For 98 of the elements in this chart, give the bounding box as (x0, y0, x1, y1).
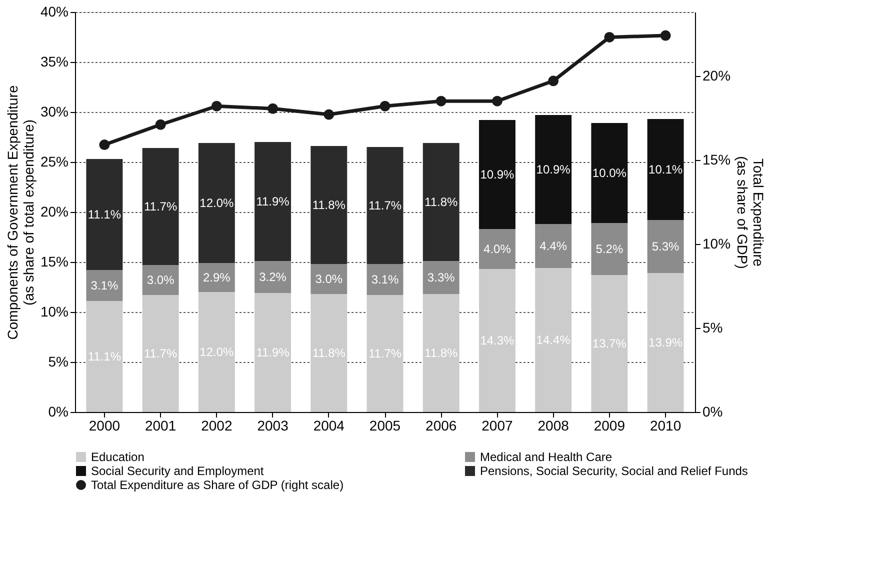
legend-label: Education (91, 450, 144, 464)
point (604, 32, 615, 42)
point (324, 109, 334, 120)
data-label: 3.3% (427, 270, 456, 284)
bar (647, 273, 684, 412)
y-tick-label: 0% (48, 404, 68, 420)
bar (591, 275, 628, 412)
y-tick-label: 30% (40, 104, 68, 120)
y2-tick-label: 20% (702, 67, 731, 84)
legend-label: Social Security and Employment (91, 464, 264, 478)
x-tick-label: 2007 (482, 418, 513, 434)
data-label: 3.0% (315, 272, 343, 286)
point (548, 76, 559, 86)
x-tick-label: 2002 (201, 418, 232, 434)
point (380, 100, 390, 112)
bar (366, 295, 404, 412)
y2-tick-label: 15% (702, 151, 731, 168)
point (211, 100, 222, 112)
bar (366, 147, 404, 264)
point (268, 103, 278, 114)
bar (422, 294, 460, 412)
data-label: 4.0% (484, 242, 512, 256)
data-label: 3.0% (146, 273, 175, 287)
bar (142, 148, 179, 265)
point (436, 96, 446, 106)
bar (142, 265, 179, 295)
bar (478, 229, 516, 269)
y2-tick-label: 5% (702, 319, 723, 336)
data-label: 5.2% (596, 242, 624, 256)
data-label: 12.0% (200, 196, 234, 210)
bar (591, 223, 628, 275)
x-tick-label: 2009 (594, 418, 626, 434)
data-label: 11.1% (88, 208, 122, 222)
bar (254, 142, 292, 261)
data-label: 11.7% (368, 198, 402, 212)
data-label: 4.4% (540, 239, 568, 253)
data-label: 10.9% (480, 168, 515, 182)
bar (422, 143, 460, 261)
bar (310, 264, 348, 294)
bar (142, 295, 179, 412)
x-tick-label: 2010 (650, 418, 682, 434)
x-tick-label: 2006 (426, 418, 457, 434)
data-label: 11.7% (144, 200, 178, 214)
bar (535, 268, 572, 412)
x-tick-label: 2001 (144, 418, 176, 434)
y-tick-label: 20% (40, 204, 68, 220)
legend-label: Pensions, Social Security, Social and Relief Funds (480, 464, 748, 478)
bar (647, 119, 684, 220)
data-label: 3.1% (371, 272, 399, 286)
legend-label: Medical and Health Care (480, 450, 612, 464)
y-tick-label: 10% (40, 304, 68, 320)
bar (366, 264, 404, 295)
x-tick-label: 2008 (538, 418, 570, 434)
data-label: 11.9% (256, 194, 290, 208)
data-label: 11.8% (424, 195, 458, 209)
bar (535, 224, 572, 268)
x-tick-label: 2004 (313, 418, 345, 434)
data-label: 3.1% (90, 278, 118, 292)
bar (86, 159, 123, 270)
x-tick-label: 2003 (257, 418, 289, 434)
data-label: 5.3% (652, 240, 680, 254)
data-label: 11.8% (312, 198, 346, 212)
data-label: 10.9% (536, 162, 571, 176)
bar (254, 261, 292, 293)
point (155, 119, 166, 130)
legend-label: Total Expenditure as Share of GDP (right scale) (91, 478, 344, 492)
bar (310, 294, 348, 412)
x-tick-label: 2000 (88, 418, 120, 434)
point (660, 30, 671, 41)
bar (198, 263, 235, 292)
data-label: 10.0% (592, 166, 627, 180)
y-axis-title: Components of Government Expenditure (as share of total expenditure) (4, 85, 36, 340)
bar (591, 123, 628, 223)
y-tick-label: 25% (40, 154, 68, 170)
bar (422, 261, 460, 294)
data-label: 2.9% (202, 270, 231, 284)
bar (310, 146, 348, 264)
bar (198, 143, 235, 263)
y2-tick-label: 10% (702, 235, 731, 252)
y2-tick-label: 0% (702, 404, 723, 420)
data-label: 10.1% (648, 162, 683, 176)
bar (86, 270, 123, 301)
bar (647, 220, 684, 273)
bar (478, 120, 516, 229)
data-label: 3.2% (259, 270, 287, 284)
y-tick-label: 15% (40, 254, 68, 270)
bar (198, 292, 235, 412)
bar (478, 269, 516, 412)
point (99, 140, 110, 150)
bar (86, 301, 123, 412)
bar (254, 293, 292, 412)
y-tick-label: 35% (40, 54, 68, 70)
x-tick-label: 2005 (369, 418, 401, 434)
y-tick-label: 5% (48, 354, 68, 370)
point (492, 96, 502, 106)
y-tick-label: 40% (40, 4, 68, 20)
y2-axis-title: Total Expenditure (as share of GDP) (734, 156, 767, 269)
bar (535, 115, 572, 224)
